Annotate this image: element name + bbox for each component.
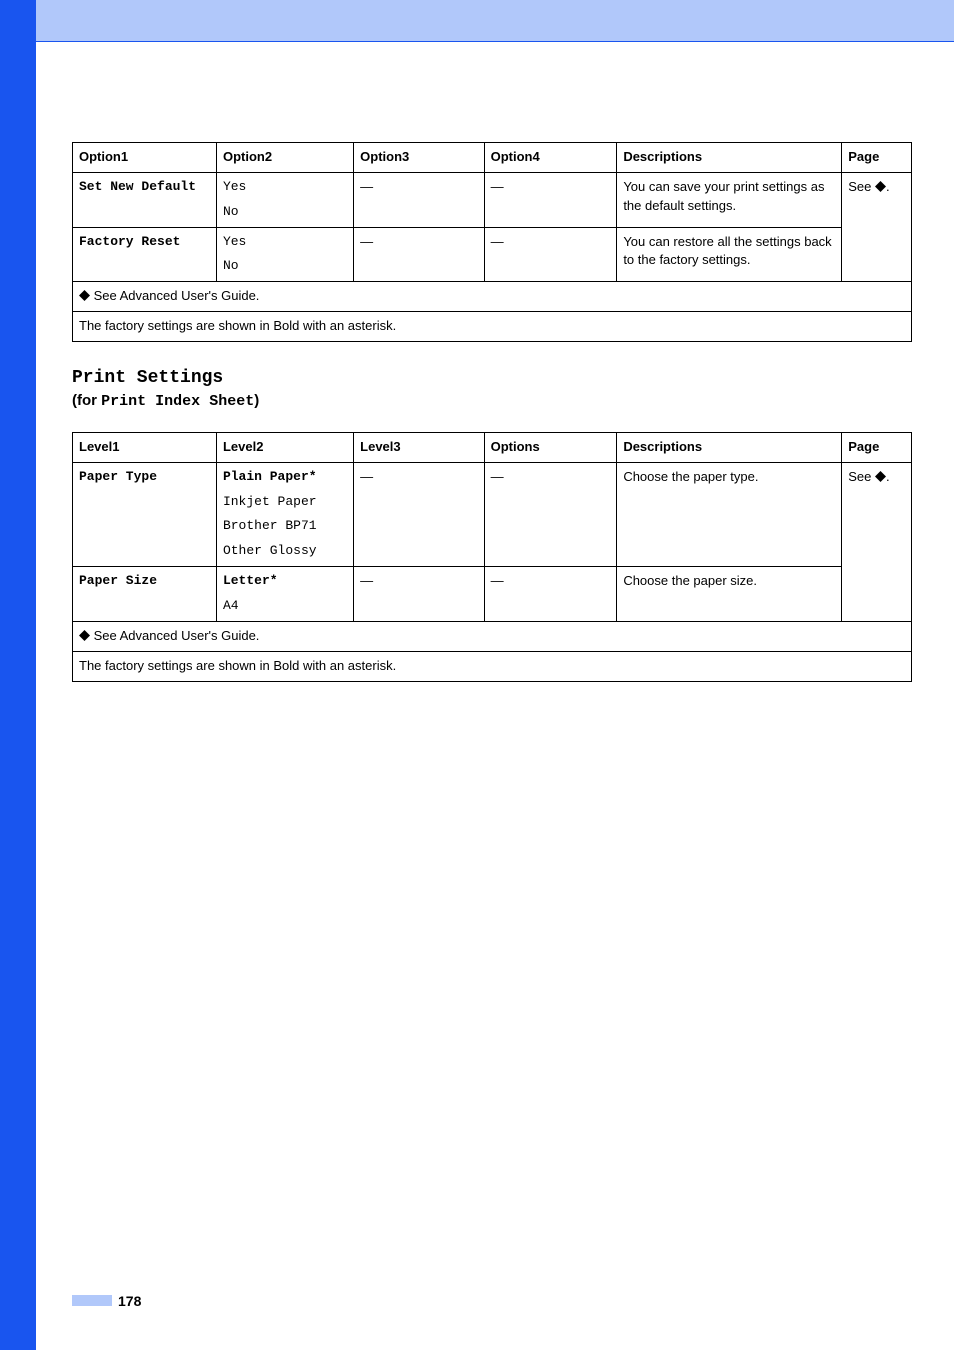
col-level3: Level3 bbox=[354, 432, 484, 462]
option-value: A4 bbox=[223, 597, 347, 616]
page-ref-suffix: . bbox=[886, 179, 890, 194]
cell-level3: — bbox=[354, 462, 484, 566]
diamond-icon bbox=[79, 290, 90, 301]
table-footnote-row: See Advanced User's Guide. bbox=[73, 621, 912, 651]
table-footnote-row: The factory settings are shown in Bold w… bbox=[73, 312, 912, 342]
option-value: Inkjet Paper bbox=[223, 493, 347, 512]
col-page: Page bbox=[842, 143, 912, 173]
sub-mono: Print Index Sheet bbox=[101, 393, 254, 410]
cell-description: Choose the paper size. bbox=[617, 567, 842, 622]
option-value: No bbox=[223, 257, 347, 276]
cell-description: You can save your print settings as the … bbox=[617, 172, 842, 227]
page-ref-prefix: See bbox=[848, 469, 875, 484]
sub-suffix: ) bbox=[254, 392, 259, 409]
diamond-icon bbox=[79, 630, 90, 641]
cell-level1: Paper Type bbox=[73, 462, 217, 566]
option-value: Letter* bbox=[223, 572, 347, 591]
table-row: Set New Default Yes No — — You can save … bbox=[73, 172, 912, 227]
col-option3: Option3 bbox=[354, 143, 484, 173]
col-descriptions: Descriptions bbox=[617, 143, 842, 173]
section-subtitle: (for Print Index Sheet) bbox=[72, 392, 912, 410]
table-footnote-row: See Advanced User's Guide. bbox=[73, 282, 912, 312]
option-value: Plain Paper* bbox=[223, 468, 347, 487]
option-value: Yes bbox=[223, 178, 347, 197]
footnote-cell: The factory settings are shown in Bold w… bbox=[73, 312, 912, 342]
cell-level3: — bbox=[354, 567, 484, 622]
option-value: No bbox=[223, 203, 347, 222]
cell-option4: — bbox=[484, 172, 617, 227]
section-title: Print Settings bbox=[72, 368, 223, 388]
footnote-cell: See Advanced User's Guide. bbox=[73, 282, 912, 312]
footnote-text: See Advanced User's Guide. bbox=[90, 628, 259, 643]
footnote-text: See Advanced User's Guide. bbox=[90, 288, 259, 303]
cell-level2: Plain Paper* Inkjet Paper Brother BP71 O… bbox=[216, 462, 353, 566]
col-option1: Option1 bbox=[73, 143, 217, 173]
cell-level2: Letter* A4 bbox=[216, 567, 353, 622]
table-row: Paper Type Plain Paper* Inkjet Paper Bro… bbox=[73, 462, 912, 566]
table-header-row: Option1 Option2 Option3 Option4 Descript… bbox=[73, 143, 912, 173]
sub-prefix: (for bbox=[72, 392, 101, 409]
cell-options: — bbox=[484, 462, 617, 566]
cell-description: Choose the paper type. bbox=[617, 462, 842, 566]
col-options: Options bbox=[484, 432, 617, 462]
diamond-icon bbox=[875, 471, 886, 482]
cell-options: — bbox=[484, 567, 617, 622]
col-page: Page bbox=[842, 432, 912, 462]
option-value: Brother BP71 bbox=[223, 517, 347, 536]
footnote-cell: The factory settings are shown in Bold w… bbox=[73, 651, 912, 681]
cell-option2: Yes No bbox=[216, 172, 353, 227]
page-ref-suffix: . bbox=[886, 469, 890, 484]
footnote-cell: See Advanced User's Guide. bbox=[73, 621, 912, 651]
cell-option3: — bbox=[354, 172, 484, 227]
table-footnote-row: The factory settings are shown in Bold w… bbox=[73, 651, 912, 681]
table-row: Factory Reset Yes No — — You can restore… bbox=[73, 227, 912, 282]
cell-option3: — bbox=[354, 227, 484, 282]
options-table-2: Level1 Level2 Level3 Options Description… bbox=[72, 432, 912, 682]
page-number-bar bbox=[72, 1295, 112, 1306]
header-band bbox=[36, 0, 954, 41]
page-number: 178 bbox=[118, 1293, 141, 1309]
col-option4: Option4 bbox=[484, 143, 617, 173]
header-divider bbox=[36, 41, 954, 42]
cell-description: You can restore all the settings back to… bbox=[617, 227, 842, 282]
table-row: Paper Size Letter* A4 — — Choose the pap… bbox=[73, 567, 912, 622]
option-value: Other Glossy bbox=[223, 542, 347, 561]
page-ref-prefix: See bbox=[848, 179, 875, 194]
cell-level1: Paper Size bbox=[73, 567, 217, 622]
page-footer: 178 bbox=[72, 1292, 141, 1310]
col-option2: Option2 bbox=[216, 143, 353, 173]
diamond-icon bbox=[875, 181, 886, 192]
cell-page: See . bbox=[842, 462, 912, 621]
sidebar-tab bbox=[0, 0, 36, 1350]
cell-option1: Set New Default bbox=[73, 172, 217, 227]
cell-page: See . bbox=[842, 172, 912, 281]
col-descriptions: Descriptions bbox=[617, 432, 842, 462]
cell-option4: — bbox=[484, 227, 617, 282]
page-content: Option1 Option2 Option3 Option4 Descript… bbox=[72, 142, 912, 682]
cell-option2: Yes No bbox=[216, 227, 353, 282]
table-header-row: Level1 Level2 Level3 Options Description… bbox=[73, 432, 912, 462]
col-level1: Level1 bbox=[73, 432, 217, 462]
option-value: Yes bbox=[223, 233, 347, 252]
section-heading: Print Settings bbox=[72, 368, 912, 388]
options-table-1: Option1 Option2 Option3 Option4 Descript… bbox=[72, 142, 912, 342]
cell-option1: Factory Reset bbox=[73, 227, 217, 282]
col-level2: Level2 bbox=[216, 432, 353, 462]
